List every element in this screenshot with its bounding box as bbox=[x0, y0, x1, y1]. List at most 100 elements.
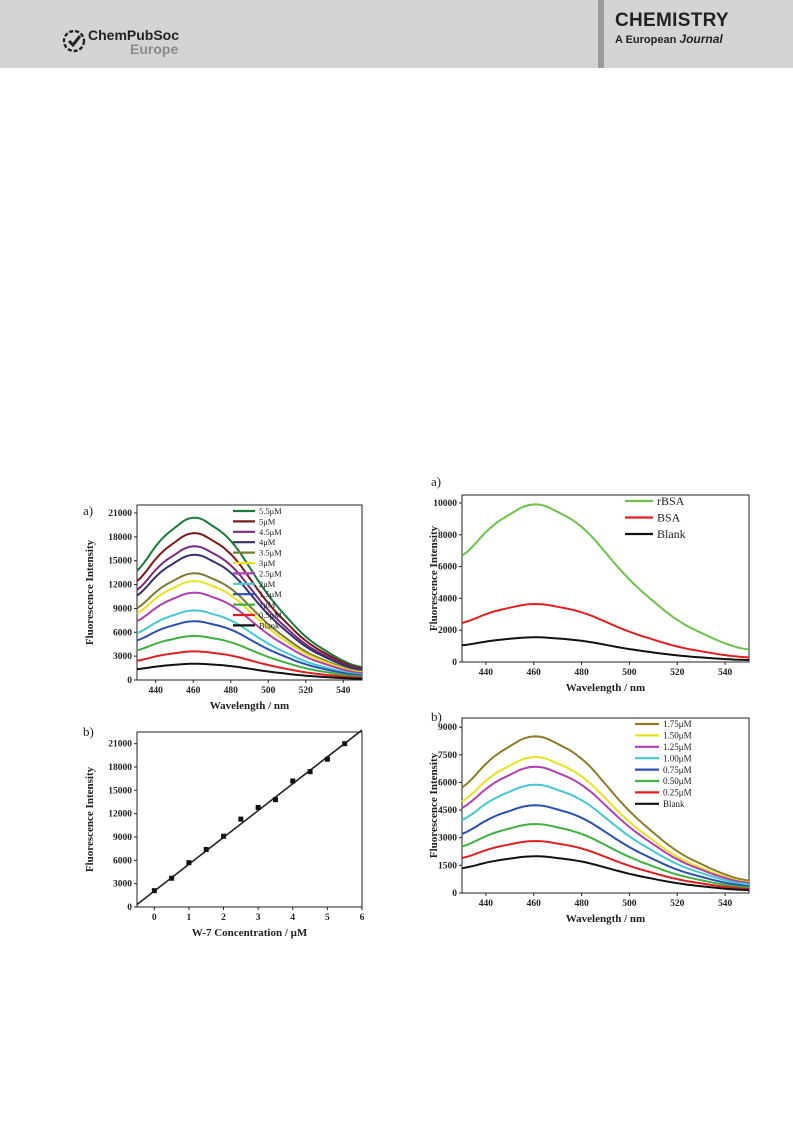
data-point bbox=[221, 833, 227, 839]
series-line bbox=[136, 572, 363, 673]
y-tick-label: 3000 bbox=[113, 880, 132, 890]
legend-label: 0.5μM bbox=[259, 610, 282, 620]
fit-line bbox=[136, 729, 363, 906]
x-axis-label: Wavelength / nm bbox=[210, 700, 289, 712]
x-tick-label: 4 bbox=[290, 913, 295, 923]
series-line bbox=[136, 620, 363, 677]
y-axis-label: Fluorescence Intensity bbox=[84, 539, 96, 645]
y-tick-label: 2000 bbox=[438, 626, 457, 636]
data-point bbox=[342, 741, 348, 747]
series-line bbox=[461, 804, 750, 888]
y-tick-label: 3000 bbox=[113, 652, 132, 662]
legend-label: 5μM bbox=[259, 516, 276, 526]
series-line bbox=[461, 636, 750, 661]
data-point bbox=[203, 846, 209, 852]
legend-label: 0.25μM bbox=[663, 788, 692, 798]
x-tick-label: 520 bbox=[299, 686, 314, 696]
legend-label: 0.50μM bbox=[663, 776, 692, 786]
series-line bbox=[461, 735, 750, 882]
plot-frame bbox=[136, 731, 363, 908]
y-tick-label: 4000 bbox=[438, 594, 457, 604]
series-line bbox=[136, 609, 363, 676]
data-point bbox=[290, 778, 296, 784]
y-tick-label: 21000 bbox=[108, 740, 132, 750]
journal-subtitle-a: A European bbox=[615, 34, 677, 46]
figure-right-a: a) 440 460 480 500 520 540 0 2000 4000 6000 8000 100… bbox=[428, 474, 750, 694]
data-point bbox=[307, 769, 313, 775]
legend-label: 4.5μM bbox=[259, 527, 282, 537]
legend-label: 1.50μM bbox=[663, 731, 692, 741]
x-tick-label: 480 bbox=[224, 686, 239, 696]
legend-label: 1μM bbox=[259, 600, 276, 610]
y-tick-label: 9000 bbox=[113, 833, 132, 843]
x-tick-label: 5 bbox=[325, 913, 330, 923]
legend-label: 0.75μM bbox=[663, 765, 692, 775]
y-tick-label: 9000 bbox=[438, 723, 457, 733]
series-line bbox=[136, 532, 363, 670]
y-tick-label: 4500 bbox=[438, 806, 457, 816]
panel-label: b) bbox=[83, 724, 94, 739]
x-tick-label: 460 bbox=[527, 668, 542, 678]
chempubsoc-logo-icon bbox=[62, 29, 86, 53]
journal-subtitle-b: Journal bbox=[679, 32, 723, 46]
y-axis-label: Fluorescence Intensity bbox=[428, 525, 440, 631]
series-line bbox=[461, 755, 750, 884]
publisher-name: ChemPubSoc bbox=[88, 27, 180, 43]
y-tick-label: 7500 bbox=[438, 751, 457, 761]
journal-divider bbox=[598, 0, 604, 68]
x-tick-label: 540 bbox=[718, 899, 733, 909]
data-point bbox=[272, 797, 278, 803]
y-tick-label: 12000 bbox=[108, 581, 132, 591]
x-axis-label: W-7 Concentration / μM bbox=[192, 927, 308, 939]
y-tick-label: 0 bbox=[452, 658, 457, 668]
journal-title: CHEMISTRY bbox=[615, 10, 729, 31]
x-tick-label: 460 bbox=[527, 899, 542, 909]
publisher-logo: ChemPubSoc Europe bbox=[62, 27, 202, 61]
plot-frame bbox=[461, 494, 750, 663]
series-line bbox=[136, 662, 363, 680]
y-tick-label: 3000 bbox=[438, 834, 457, 844]
data-point bbox=[238, 816, 244, 822]
journal-subtitle: A European Journal bbox=[615, 32, 723, 46]
x-tick-label: 440 bbox=[479, 899, 494, 909]
legend-label: rBSA bbox=[657, 494, 685, 508]
plot-frame bbox=[136, 504, 363, 681]
series-line bbox=[136, 634, 363, 678]
y-tick-label: 18000 bbox=[108, 533, 132, 543]
legend-label: BSA bbox=[657, 511, 681, 525]
legend-label: 1.25μM bbox=[663, 742, 692, 752]
y-tick-label: 6000 bbox=[113, 628, 132, 638]
series-line bbox=[461, 503, 750, 651]
x-axis-label: Wavelength / nm bbox=[566, 913, 645, 925]
legend-label: Blank bbox=[663, 799, 685, 809]
y-tick-label: 6000 bbox=[113, 856, 132, 866]
figure-left-b: b) 0 1 2 3 4 5 6 0 3000 6000 9000 12000 15000 18000 210… bbox=[83, 724, 365, 939]
legend-label: 4μM bbox=[259, 537, 276, 547]
legend-label: Blank bbox=[259, 620, 280, 630]
legend-label: 5.5μM bbox=[259, 506, 282, 516]
y-tick-label: 9000 bbox=[113, 604, 132, 614]
series-line bbox=[461, 783, 750, 886]
y-tick-label: 0 bbox=[127, 676, 132, 686]
data-point bbox=[169, 875, 175, 881]
panel-label: b) bbox=[431, 709, 442, 724]
y-tick-label: 0 bbox=[452, 889, 457, 899]
y-tick-label: 0 bbox=[127, 903, 132, 913]
figure-left-a: a) 440 460 480 500 520 540 0 3000 6000 9000 12000 15… bbox=[83, 503, 363, 712]
legend-label: 1.5μM bbox=[259, 589, 282, 599]
y-axis-label: Fluorescence Intensity bbox=[84, 766, 96, 872]
page-header: ChemPubSoc Europe CHEMISTRY A European J… bbox=[0, 0, 793, 68]
y-tick-label: 12000 bbox=[108, 810, 132, 820]
legend-label: 1.00μM bbox=[663, 753, 692, 763]
y-tick-label: 15000 bbox=[108, 786, 132, 796]
y-tick-label: 1500 bbox=[438, 861, 457, 871]
x-tick-label: 480 bbox=[574, 899, 589, 909]
x-tick-label: 520 bbox=[670, 668, 685, 678]
series-line bbox=[461, 840, 750, 890]
x-tick-label: 440 bbox=[149, 686, 164, 696]
y-tick-label: 15000 bbox=[108, 557, 132, 567]
series-line bbox=[461, 602, 750, 659]
y-tick-label: 6000 bbox=[438, 563, 457, 573]
y-axis-label: Fluorescence Intensity bbox=[428, 752, 440, 858]
data-point bbox=[186, 860, 192, 866]
